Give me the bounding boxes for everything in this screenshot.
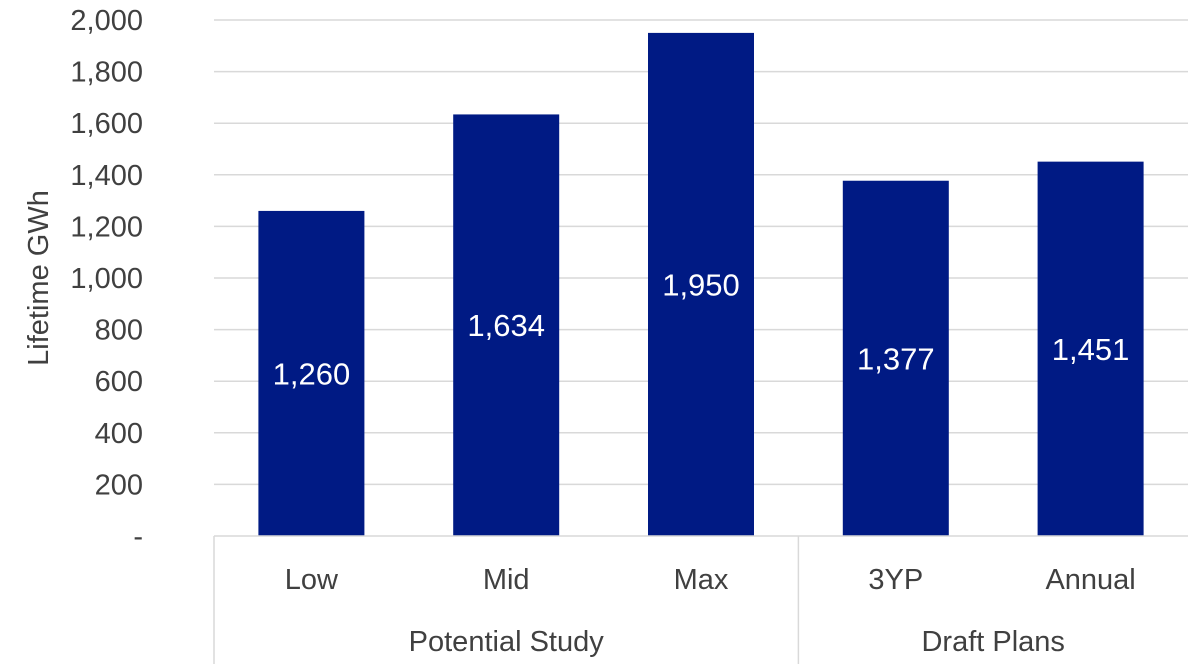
bar-low xyxy=(258,210,365,537)
y-tick-label: 1,000 xyxy=(70,263,143,295)
y-tick-label: 800 xyxy=(95,315,143,347)
data-label-annual: 1,451 xyxy=(1052,332,1130,367)
y-tick-label: 400 xyxy=(95,418,143,450)
x-category-label: Low xyxy=(285,564,339,596)
y-tick-label: 1,400 xyxy=(70,160,143,192)
x-group-label: Potential Study xyxy=(409,626,605,658)
y-tick-label: - xyxy=(133,521,143,553)
bar-3yp xyxy=(842,180,949,536)
x-category-label: Mid xyxy=(483,564,530,596)
axes: - 200 400 600 800 1,000 1,200 1,400 1,600 1,800 2,… xyxy=(23,5,1188,664)
x-category-label: Max xyxy=(674,564,729,596)
y-tick-label: 2,000 xyxy=(70,5,143,37)
x-category-label: Annual xyxy=(1045,564,1135,596)
bars xyxy=(258,32,1144,537)
y-tick-label: 1,800 xyxy=(70,57,143,89)
bar-mid xyxy=(453,114,560,536)
bar-max xyxy=(648,32,754,537)
y-tick-label: 600 xyxy=(95,366,143,398)
x-group-label: Draft Plans xyxy=(921,626,1064,658)
y-tick-label: 200 xyxy=(95,469,143,501)
data-label-max: 1,950 xyxy=(662,267,740,302)
bar-annual xyxy=(1037,161,1144,536)
y-tick-label: 1,200 xyxy=(70,211,143,243)
y-axis-title: Lifetime GWh xyxy=(23,190,55,366)
x-category-label: 3YP xyxy=(868,564,923,596)
data-label-mid: 1,634 xyxy=(467,308,545,343)
y-tick-label: 1,600 xyxy=(70,108,143,140)
labels: 1,260 Low 1,634 Mid 1,950 Max 1,377 3YP 1,451 Ann… xyxy=(273,267,1136,658)
data-label-low: 1,260 xyxy=(273,356,351,391)
data-label-3yp: 1,377 xyxy=(857,341,935,376)
